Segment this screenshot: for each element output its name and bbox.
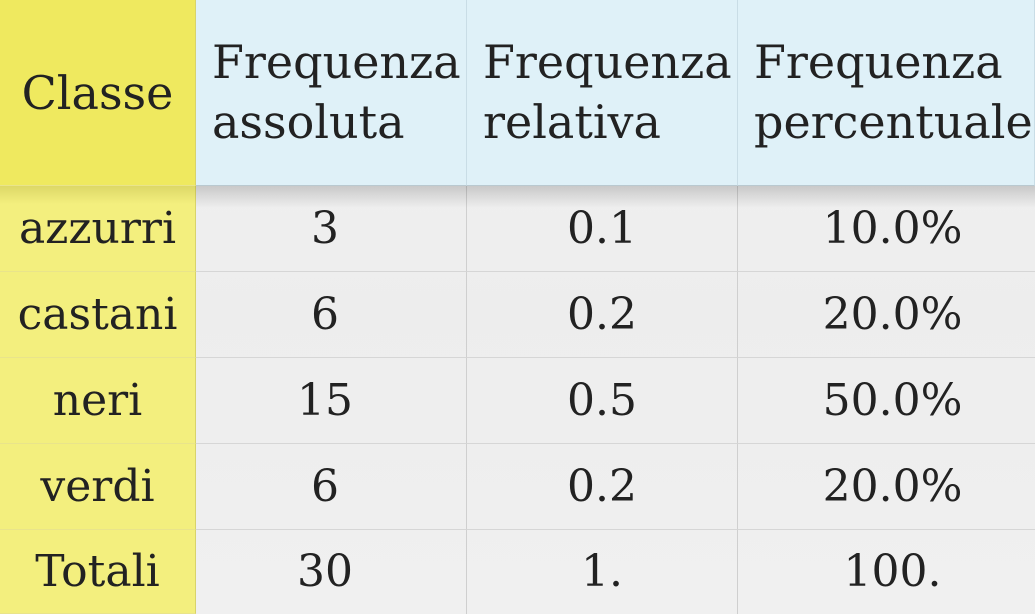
header-frequenza-percentuale-line1: Frequenza bbox=[754, 34, 1003, 89]
cell-percentuale-verdi: 20.0% bbox=[738, 444, 1035, 530]
cell-relativa-totali: 1. bbox=[467, 530, 738, 614]
header-frequenza-relativa-line1: Frequenza bbox=[483, 34, 732, 89]
header-frequenza-percentuale-line2: percentuale bbox=[754, 94, 1033, 149]
header-frequenza-relativa: Frequenza relativa bbox=[467, 0, 738, 186]
header-frequenza-percentuale: Frequenza percentuale bbox=[738, 0, 1035, 186]
cell-percentuale-azzurri: 10.0% bbox=[738, 186, 1035, 272]
header-frequenza-assoluta-line2: assoluta bbox=[212, 94, 405, 149]
cell-assoluta-castani: 6 bbox=[196, 272, 467, 358]
header-frequenza-relativa-line2: relativa bbox=[483, 94, 661, 149]
header-frequenza-assoluta: Frequenza assoluta bbox=[196, 0, 467, 186]
cell-assoluta-verdi: 6 bbox=[196, 444, 467, 530]
cell-percentuale-castani: 20.0% bbox=[738, 272, 1035, 358]
row-classe-totali: Totali bbox=[0, 530, 196, 614]
cell-percentuale-totali: 100. bbox=[843, 546, 942, 597]
cell-assoluta-neri: 15 bbox=[196, 358, 467, 444]
header-classe: Classe bbox=[0, 0, 196, 186]
header-frequenza-assoluta-line1: Frequenza bbox=[212, 34, 461, 89]
cell-relativa-azzurri: 0.1 bbox=[467, 186, 738, 272]
row-classe-verdi: verdi bbox=[0, 444, 196, 530]
cell-relativa-verdi: 0.2 bbox=[467, 444, 738, 530]
row-classe-castani: castani bbox=[0, 272, 196, 358]
row-classe-azzurri: azzurri bbox=[0, 186, 196, 272]
row-classe-neri: neri bbox=[0, 358, 196, 444]
cell-percentuale-neri: 50.0% bbox=[738, 358, 1035, 444]
cell-relativa-neri: 0.5 bbox=[467, 358, 738, 444]
cell-relativa-castani: 0.2 bbox=[467, 272, 738, 358]
cell-assoluta-azzurri: 3 bbox=[196, 186, 467, 272]
cell-assoluta-totali: 30 bbox=[196, 530, 467, 614]
